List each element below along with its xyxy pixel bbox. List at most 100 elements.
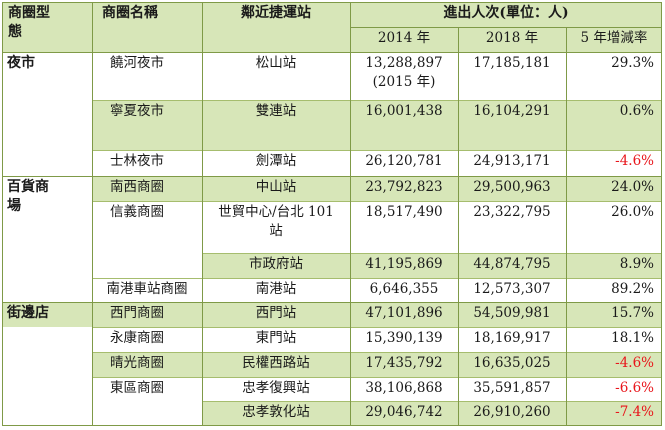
grid-line (92, 2, 93, 426)
row-12-2014: 29,046,742 (365, 404, 443, 420)
row-9-2014: 15,390,139 (365, 330, 443, 346)
row-6-2014: 41,195,869 (365, 256, 443, 272)
row-3-rate: -4.6% (615, 153, 654, 169)
header-traffic: 進出人次(單位：人) (443, 5, 569, 21)
row-bg-4 (92, 176, 662, 201)
row-5-station: 世貿中心/台北 101 站 (218, 204, 334, 239)
row-9-2018: 18,169,917 (473, 330, 551, 346)
row-3-name: 士林夜市 (110, 153, 164, 169)
row-1-station: 松山站 (255, 55, 297, 71)
header-2018: 2018 年 (485, 30, 539, 46)
row-1-name: 饒河夜市 (110, 55, 164, 71)
row-bg-2 (92, 100, 662, 150)
row-8-name: 西門商圈 (110, 305, 164, 321)
grid-line (2, 52, 662, 53)
header-name: 商圈名稱 (102, 5, 158, 21)
row-5-2018: 23,322,795 (473, 204, 551, 220)
row-11-station: 忠孝復興站 (242, 380, 310, 396)
row-12-station: 忠孝敦化站 (242, 404, 310, 420)
grid-line (2, 2, 3, 426)
row-5-rate: 26.0% (611, 204, 654, 220)
row-9-rate: 18.1% (611, 330, 654, 346)
grid-line (566, 27, 567, 426)
row-2-2014: 16,001,438 (365, 103, 443, 119)
grid-line (92, 377, 662, 378)
row-2-rate: 0.6% (619, 103, 654, 119)
row-9-station: 東門站 (255, 330, 297, 346)
row-1-rate: 29.3% (611, 55, 654, 71)
category-department-store-line1: 百貨商 (7, 179, 49, 195)
grid-line (350, 27, 662, 28)
header-type-line2: 態 (8, 24, 22, 40)
row-7-2014: 6,646,355 (369, 281, 439, 297)
row-5-name: 信義商圈 (110, 204, 164, 220)
header-type: 商圈型態 (2, 2, 92, 52)
row-11-2018: 35,591,857 (473, 380, 551, 396)
row-5-2014: 18,517,490 (365, 204, 443, 220)
category-department-store-line2: 場 (7, 198, 21, 214)
row-bg-12 (202, 401, 662, 426)
row-bg-10 (92, 352, 662, 377)
row-1-2014-note: (2015 年) (372, 74, 436, 90)
grid-line (2, 425, 662, 426)
row-10-2018: 16,635,025 (473, 355, 551, 371)
grid-line (92, 201, 662, 202)
grid-line (2, 2, 662, 3)
row-7-rate: 89.2% (611, 281, 654, 297)
category-department-store: 百貨商場 (2, 176, 92, 302)
header-2014: 2014 年 (377, 30, 431, 46)
row-1-2018: 17,185,181 (473, 55, 551, 71)
row-2-name: 寧夏夜市 (110, 103, 164, 119)
row-11-2014: 38,106,868 (365, 380, 443, 396)
row-2-station: 雙連站 (255, 103, 297, 119)
row-9-name: 永康商圈 (110, 330, 164, 346)
row-bg-8 (2, 302, 662, 327)
header-station: 鄰近捷運站 (241, 5, 311, 21)
row-11-name: 東區商圈 (110, 380, 164, 396)
row-4-2014: 23,792,823 (365, 179, 443, 195)
row-10-rate: -4.6% (615, 355, 654, 371)
row-8-station: 西門站 (255, 305, 297, 321)
row-8-2014: 47,101,896 (365, 305, 443, 321)
row-12-2018: 26,910,260 (473, 404, 551, 420)
row-11-rate: -6.6% (615, 380, 654, 396)
row-2-2018: 16,104,291 (473, 103, 551, 119)
row-12-rate: -7.4% (615, 404, 654, 420)
row-4-station: 中山站 (255, 179, 297, 195)
row-4-rate: 24.0% (611, 179, 654, 195)
category-night-market: 夜市 (7, 55, 35, 71)
row-bg-6 (202, 253, 662, 278)
row-3-station: 劍潭站 (255, 153, 297, 169)
grid-line (661, 2, 662, 426)
row-8-2018: 54,509,981 (473, 305, 551, 321)
row-8-rate: 15.7% (611, 305, 654, 321)
grid-line (202, 253, 662, 254)
row-7-name: 南港車站商圈 (106, 281, 188, 297)
category-street-shops: 街邊店 (7, 305, 49, 321)
row-7-2018: 12,573,307 (473, 281, 551, 297)
row-4-2018: 29,500,963 (473, 179, 551, 195)
row-3-2018: 24,913,171 (473, 153, 551, 169)
row-7-station: 南港站 (255, 281, 297, 297)
row-1-2014-value: 13,288,897 (365, 55, 443, 71)
row-10-2014: 17,435,792 (365, 355, 443, 371)
grid-line (202, 401, 662, 402)
grid-line (92, 150, 662, 151)
row-10-name: 晴光商圈 (110, 355, 164, 371)
row-3-2014: 26,120,781 (365, 153, 443, 169)
grid-line (350, 2, 351, 426)
grid-line (92, 327, 662, 328)
header-type-line1: 商圈型 (8, 5, 50, 21)
grid-line (2, 176, 662, 177)
traffic-table: 商圈型態 商圈名稱 鄰近捷運站 進出人次(單位：人) 2014 年 2018 年… (2, 2, 662, 426)
row-6-rate: 8.9% (619, 256, 654, 272)
row-6-2018: 44,874,795 (473, 256, 551, 272)
grid-line (2, 302, 662, 303)
grid-line (92, 352, 662, 353)
grid-line (92, 100, 662, 101)
row-1-2014: 13,288,897 (2015 年) (350, 52, 458, 100)
grid-line (458, 27, 459, 426)
row-10-station: 民權西路站 (242, 355, 310, 371)
row-6-station: 市政府站 (249, 256, 303, 272)
grid-line (202, 2, 203, 426)
